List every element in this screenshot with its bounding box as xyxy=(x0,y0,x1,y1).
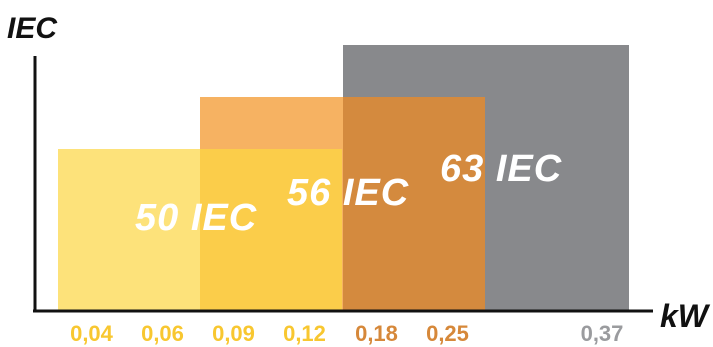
tick-label-0-04: 0,04 xyxy=(70,321,114,346)
tick-label-0-09: 0,09 xyxy=(212,321,255,346)
overlap-56-63 xyxy=(343,97,485,310)
label-50-iec: 50 IEC xyxy=(135,197,257,239)
overlap-regions xyxy=(200,97,485,310)
tick-label-0-18: 0,18 xyxy=(355,321,398,346)
y-axis-title: IEC xyxy=(7,12,58,45)
tick-label-0-37: 0,37 xyxy=(581,321,624,346)
x-axis-tick-labels: 0,04 0,06 0,09 0,12 0,18 0,25 0,37 xyxy=(70,321,623,346)
tick-label-0-12: 0,12 xyxy=(283,321,326,346)
overlap-50-56 xyxy=(200,149,342,310)
label-63-iec: 63 IEC xyxy=(440,148,562,190)
tick-label-0-25: 0,25 xyxy=(426,321,469,346)
frame-size-labels: 50 IEC 56 IEC 63 IEC xyxy=(135,148,562,239)
x-axis-title: kW xyxy=(660,298,711,334)
label-56-iec: 56 IEC xyxy=(287,172,409,214)
tick-label-0-06: 0,06 xyxy=(141,321,184,346)
